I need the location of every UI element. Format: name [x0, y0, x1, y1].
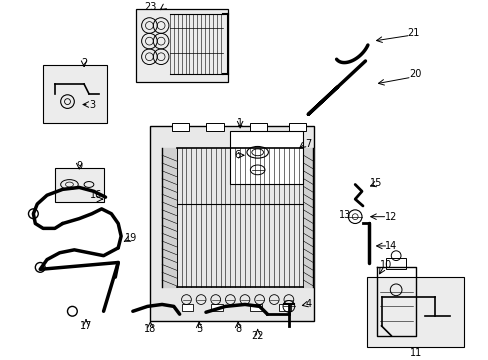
Text: 10: 10	[380, 260, 392, 270]
Bar	[279, 305, 290, 311]
Text: 4: 4	[305, 300, 311, 310]
Text: 19: 19	[124, 233, 137, 243]
Bar	[210, 305, 222, 311]
Text: 8: 8	[235, 324, 241, 334]
Bar	[55, 168, 103, 202]
Text: 23: 23	[144, 2, 156, 12]
Text: 5: 5	[196, 324, 202, 334]
Bar	[43, 64, 106, 123]
Text: 7: 7	[305, 139, 311, 149]
Text: 18: 18	[144, 324, 156, 334]
Text: 14: 14	[385, 241, 397, 251]
Bar	[150, 126, 314, 321]
Bar	[366, 277, 464, 347]
Bar	[136, 9, 228, 82]
Text: 13: 13	[339, 210, 351, 220]
Bar	[230, 131, 303, 184]
Bar	[181, 305, 193, 311]
Text: 12: 12	[384, 212, 397, 222]
Text: 6: 6	[234, 150, 240, 160]
Bar	[386, 258, 405, 269]
Text: 11: 11	[408, 348, 421, 358]
Text: 16: 16	[89, 190, 102, 200]
Bar	[288, 123, 306, 131]
Text: 22: 22	[251, 330, 264, 341]
Text: 2: 2	[81, 58, 87, 68]
Bar	[249, 305, 261, 311]
Text: 9: 9	[76, 161, 82, 171]
Text: 17: 17	[80, 321, 92, 331]
Text: 1: 1	[237, 118, 243, 128]
Bar	[249, 123, 267, 131]
Text: 15: 15	[370, 177, 382, 188]
Bar	[205, 123, 223, 131]
Text: 20: 20	[408, 69, 421, 79]
Text: 21: 21	[407, 28, 419, 38]
Text: 3: 3	[89, 99, 95, 109]
Bar	[171, 123, 189, 131]
